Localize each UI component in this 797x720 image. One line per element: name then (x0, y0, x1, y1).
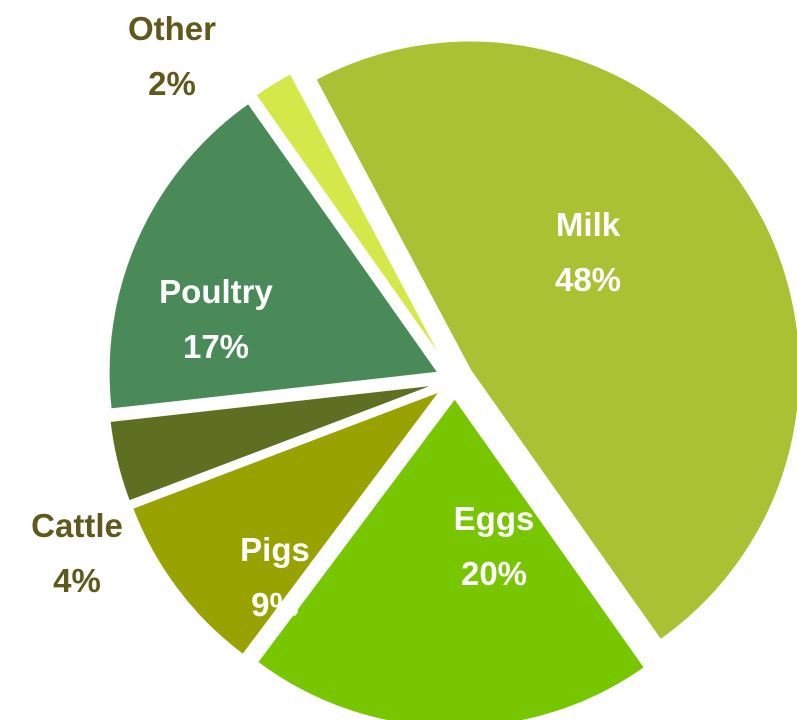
label-milk: Milk 48% (555, 206, 621, 298)
label-other: Other 2% (128, 10, 216, 102)
label-milk-name: Milk (556, 206, 621, 243)
label-eggs-pct: 20% (461, 555, 527, 592)
label-eggs: Eggs 20% (454, 500, 535, 592)
slice-eggs (255, 396, 647, 720)
label-cattle-name: Cattle (31, 507, 123, 544)
label-pigs-pct: 9% (251, 586, 299, 623)
slice-cattle (108, 383, 438, 503)
label-cattle-pct: 4% (53, 562, 101, 599)
slice-poultry (107, 101, 441, 411)
slice-pigs (130, 388, 444, 657)
slice-milk (314, 39, 797, 642)
label-eggs-name: Eggs (454, 500, 535, 537)
label-other-pct: 2% (148, 65, 196, 102)
label-poultry-pct: 17% (183, 328, 249, 365)
pie-slices (107, 39, 797, 720)
label-poultry-name: Poultry (159, 273, 273, 310)
slice-other (253, 71, 447, 366)
label-pigs-name: Pigs (240, 531, 310, 568)
label-pigs: Pigs 9% (240, 531, 310, 623)
label-poultry: Poultry 17% (159, 273, 273, 365)
label-other-name: Other (128, 10, 216, 47)
label-cattle: Cattle 4% (31, 507, 123, 599)
label-milk-pct: 48% (555, 261, 621, 298)
